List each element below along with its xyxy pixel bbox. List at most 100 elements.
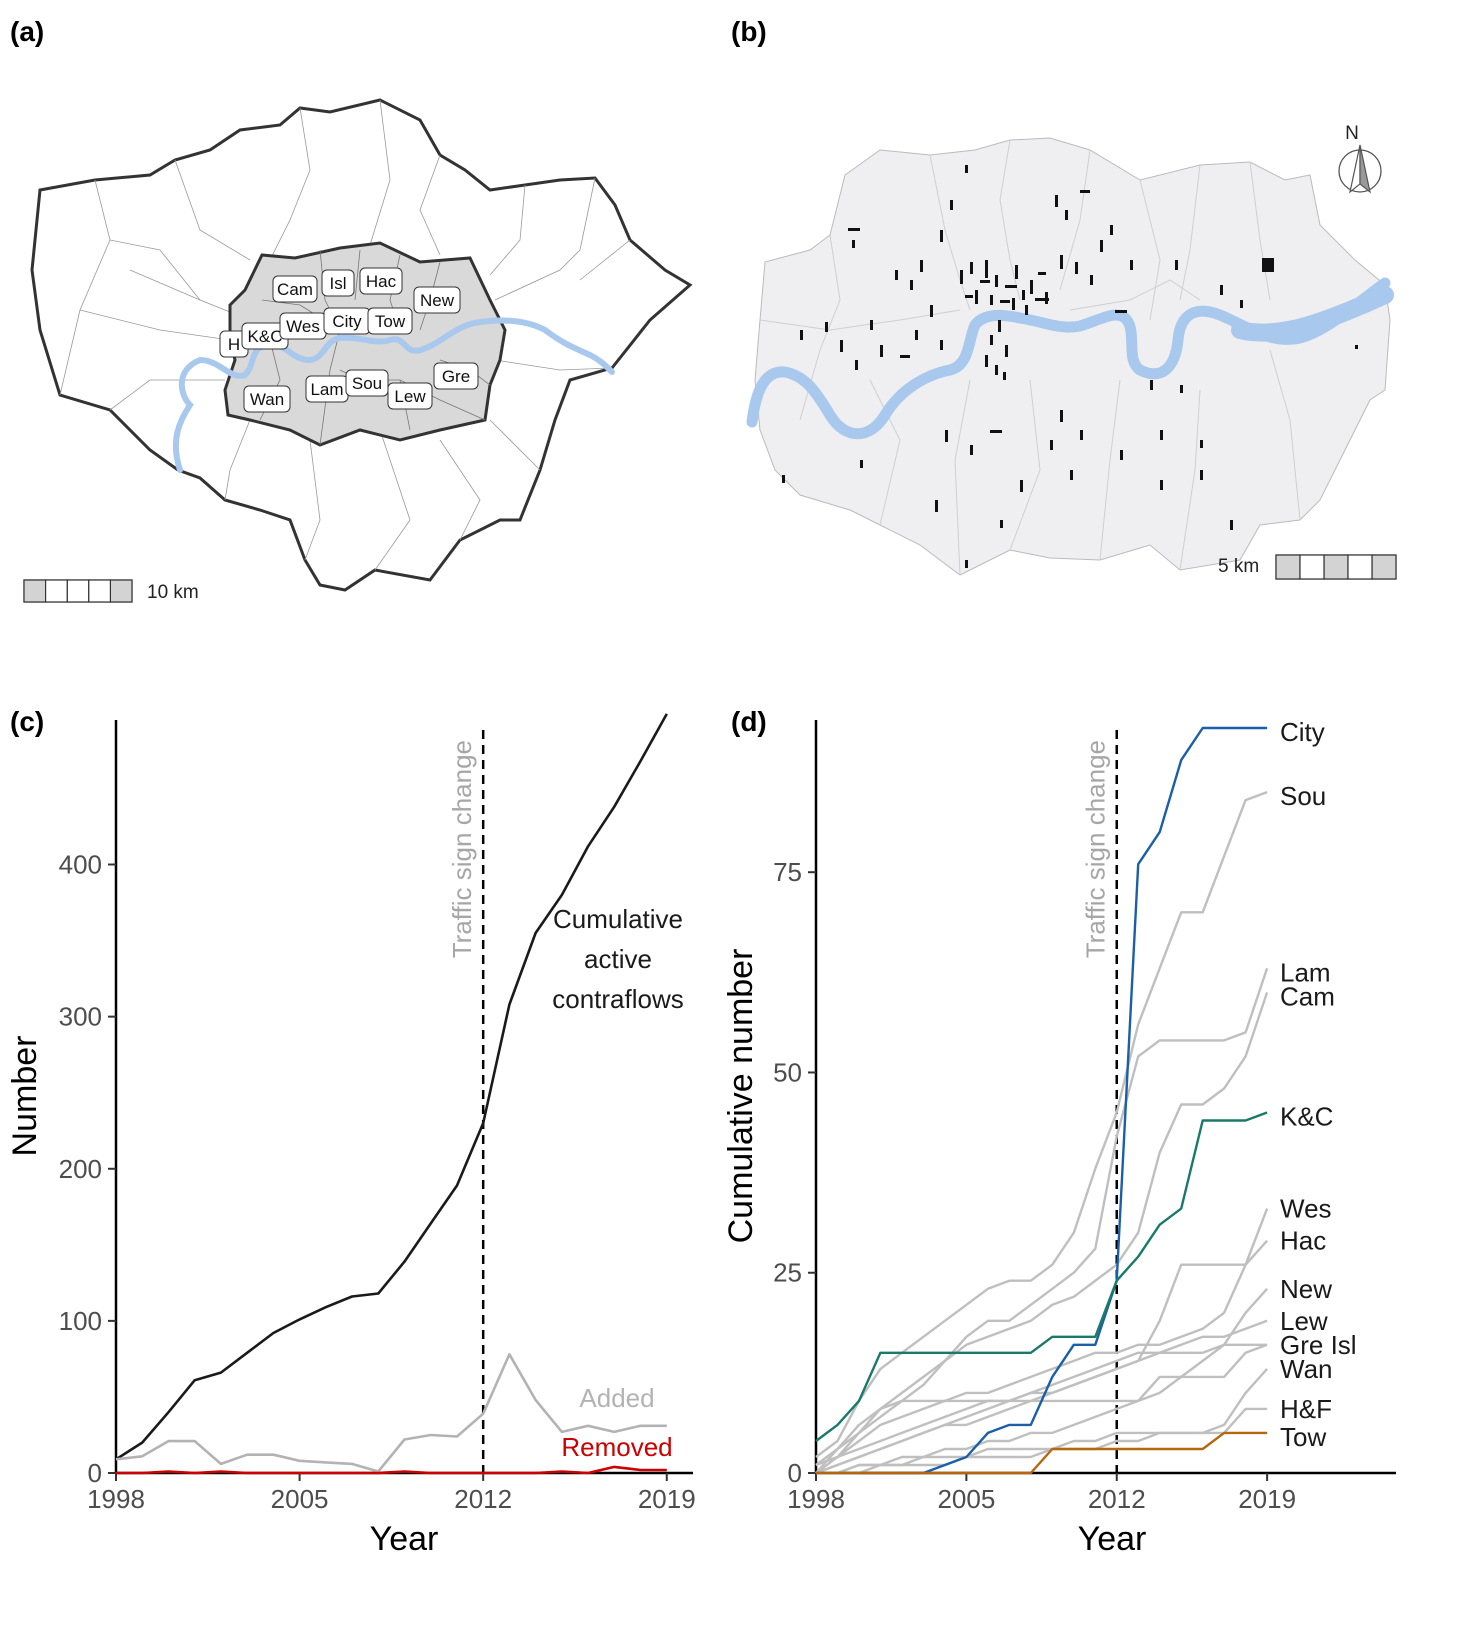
label-wes-text: Wes bbox=[286, 317, 320, 336]
chart-c-xtick-label: 1998 bbox=[87, 1484, 145, 1514]
label-lew-text: Lew bbox=[394, 387, 426, 406]
label-new: New bbox=[413, 286, 461, 314]
label-wan: Wan bbox=[243, 385, 291, 413]
chart-d: 1998 2005 2012 2019 0 25 50 75 Traffic sign cha… bbox=[722, 717, 1396, 1558]
chart-d-ticks: 1998 2005 2012 2019 0 25 50 75 bbox=[773, 857, 1296, 1514]
borough-boundaries-b bbox=[759, 139, 1301, 576]
chart-c-line-removed bbox=[116, 1465, 667, 1475]
chart-d-line-gre bbox=[815, 1343, 1268, 1475]
north-arrow-right bbox=[1359, 144, 1371, 194]
chart-d-line-h-f bbox=[816, 1407, 1268, 1475]
chart-d-line-wes bbox=[815, 1208, 1269, 1467]
chart-d-label-new: New bbox=[1280, 1274, 1332, 1304]
label-city: City bbox=[323, 307, 371, 335]
chart-d-label-sou: Sou bbox=[1280, 781, 1326, 811]
thames-estuary-b bbox=[1231, 286, 1394, 342]
label-new-text: New bbox=[420, 291, 455, 310]
map-a: Cam Isl Hac New H K&C bbox=[23, 98, 693, 603]
chart-d-ytick-label: 0 bbox=[788, 1458, 802, 1488]
chart-d-line-cam bbox=[815, 992, 1269, 1466]
label-isl: Isl bbox=[321, 269, 355, 297]
map-b: N 5 km bbox=[746, 123, 1397, 580]
thames-river-b bbox=[746, 277, 1391, 440]
chart-d-label-h-f: H&F bbox=[1280, 1394, 1332, 1424]
chart-c-ytick-label: 200 bbox=[59, 1154, 102, 1184]
panel-label-b: (b) bbox=[731, 16, 767, 47]
chart-d-label-cam: Cam bbox=[1280, 981, 1335, 1011]
scale-bar-b-text: 5 km bbox=[1218, 556, 1259, 577]
chart-d-label-hac: Hac bbox=[1280, 1226, 1326, 1256]
chart-c-xtick-label: 2005 bbox=[271, 1484, 329, 1514]
contraflow-segments bbox=[782, 165, 1358, 568]
borough-label-boxes: Cam Isl Hac New H K&C bbox=[219, 267, 479, 413]
chart-c-xtick-label: 2012 bbox=[454, 1484, 512, 1514]
chart-c: 1998 2005 2012 2019 0 100 200 300 400 Traffic si… bbox=[6, 713, 696, 1558]
label-lam: Lam bbox=[305, 375, 349, 403]
chart-d-line-city bbox=[816, 726, 1268, 1475]
chart-d-xtick-label: 1998 bbox=[787, 1484, 845, 1514]
chart-c-ytick-label: 100 bbox=[59, 1306, 102, 1336]
scale-bar-a: 10 km bbox=[23, 579, 199, 603]
chart-d-y-title: Cumulative number bbox=[722, 949, 760, 1244]
label-hac: Hac bbox=[359, 267, 403, 295]
chart-c-line-cumulative-active-contraflows bbox=[115, 713, 668, 1461]
chart-c-label-removed: Removed bbox=[561, 1432, 672, 1462]
chart-d-label-tow: Tow bbox=[1280, 1422, 1326, 1452]
chart-d-xtick-label: 2019 bbox=[1238, 1484, 1296, 1514]
label-wes: Wes bbox=[279, 312, 327, 340]
panel-label-d: (d) bbox=[731, 706, 767, 737]
chart-d-line-sou bbox=[815, 790, 1268, 1458]
chart-d-line-tow bbox=[816, 1431, 1268, 1475]
label-tow-text: Tow bbox=[375, 312, 406, 331]
label-kc: K&C bbox=[241, 322, 289, 350]
chart-c-series bbox=[115, 713, 668, 1475]
north-arrow: N bbox=[1338, 123, 1382, 194]
label-h-text: H bbox=[228, 335, 240, 354]
chart-d-ytick-label: 25 bbox=[773, 1258, 802, 1288]
chart-c-label-cumulative: contraflows bbox=[552, 984, 684, 1014]
thames-river-a bbox=[172, 317, 615, 473]
chart-d-label-k-c: K&C bbox=[1280, 1102, 1333, 1132]
chart-c-xtick-label: 2019 bbox=[638, 1484, 696, 1514]
chart-d-vline-group: Traffic sign change bbox=[1081, 730, 1118, 1473]
chart-d-ytick-label: 50 bbox=[773, 1057, 802, 1087]
chart-d-ytick-label: 75 bbox=[773, 857, 802, 887]
chart-c-vline-group: Traffic sign change bbox=[447, 730, 485, 1473]
outer-borough-boundaries bbox=[59, 99, 631, 571]
label-h: H bbox=[219, 330, 249, 358]
inner-london-land bbox=[754, 137, 1391, 576]
chart-c-vline-label: Traffic sign change bbox=[447, 740, 477, 958]
chart-d-line-lam bbox=[815, 967, 1269, 1474]
scale-bar-a-text: 10 km bbox=[147, 582, 199, 603]
chart-c-label-added: Added bbox=[579, 1383, 654, 1413]
panel-label-a: (a) bbox=[10, 16, 44, 47]
chart-d-x-title: Year bbox=[1078, 1520, 1147, 1558]
label-hac-text: Hac bbox=[366, 272, 397, 291]
chart-d-line-lew bbox=[815, 1319, 1268, 1467]
chart-d-xtick-label: 2012 bbox=[1088, 1484, 1146, 1514]
label-kc-text: K&C bbox=[248, 327, 283, 346]
chart-d-line-new bbox=[816, 1287, 1268, 1475]
chart-c-ticks: 1998 2005 2012 2019 0 100 200 300 400 bbox=[59, 850, 696, 1514]
chart-c-ytick-label: 300 bbox=[59, 1002, 102, 1032]
chart-c-series-labels: Cumulative active contraflows Added Removed bbox=[552, 904, 684, 1462]
chart-d-label-wan: Wan bbox=[1280, 1354, 1333, 1384]
label-sou-text: Sou bbox=[352, 374, 382, 393]
label-city-text: City bbox=[332, 312, 362, 331]
label-cam-text: Cam bbox=[277, 280, 313, 299]
chart-d-label-city: City bbox=[1280, 717, 1325, 747]
label-tow: Tow bbox=[367, 307, 413, 335]
chart-d-xtick-label: 2005 bbox=[937, 1484, 995, 1514]
panel-label-c: (c) bbox=[10, 706, 44, 737]
label-lam-text: Lam bbox=[310, 380, 343, 399]
label-gre-text: Gre bbox=[442, 367, 470, 386]
chart-c-y-title: Number bbox=[6, 1036, 44, 1157]
chart-d-line-k-c bbox=[815, 1111, 1268, 1442]
chart-d-line-wan bbox=[816, 1368, 1268, 1475]
chart-d-line-hac bbox=[815, 1239, 1268, 1475]
chart-d-series bbox=[815, 726, 1269, 1475]
chart-c-line-added bbox=[115, 1353, 667, 1473]
north-arrow-label: N bbox=[1345, 123, 1359, 144]
